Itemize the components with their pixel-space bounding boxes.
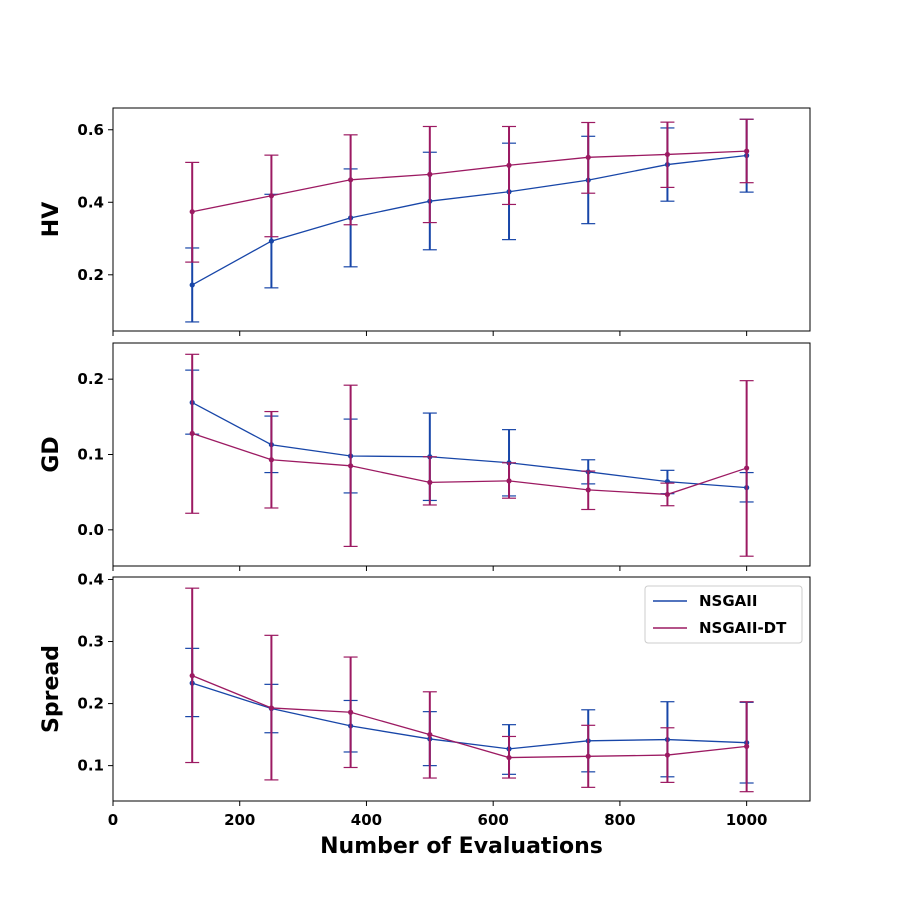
- data-point: [506, 478, 512, 484]
- legend-entry: NSGAII-DT: [699, 619, 787, 637]
- x-axis-label: Number of Evaluations: [320, 834, 603, 859]
- data-point: [348, 463, 354, 469]
- panel-spread: 0.1 0.2 0.3 0.4 0 200 400 600 800 1000 Spread Numbe…: [39, 570, 811, 859]
- data-point: [189, 673, 195, 679]
- x-tick-label: 400: [351, 811, 382, 829]
- y-tick-label: 0.1: [77, 757, 104, 775]
- series-nsgaii-dt: [185, 118, 754, 263]
- data-point: [268, 457, 275, 463]
- y-tick-label: 0.2: [77, 266, 104, 284]
- data-point: [585, 753, 591, 759]
- data-point: [664, 752, 671, 758]
- data-point: [427, 171, 433, 177]
- axes-frame: [112, 107, 811, 332]
- y-tick-label: 0.4: [77, 193, 104, 211]
- series-line: [192, 150, 747, 213]
- legend-entry: NSGAII: [699, 592, 757, 610]
- data-point: [189, 209, 195, 215]
- data-point: [664, 491, 671, 498]
- data-point: [427, 732, 433, 738]
- series-nsgaii-dt: [185, 353, 754, 557]
- axes-frame: [112, 576, 811, 802]
- data-point: [506, 754, 512, 761]
- series-line: [191, 432, 747, 496]
- data-point: [664, 151, 671, 158]
- y-tick-label: 0.6: [77, 121, 104, 139]
- x-tick-label: 1000: [726, 811, 768, 829]
- data-point: [585, 487, 591, 493]
- y-axis-label: GD: [39, 436, 64, 472]
- panel-gd: 0.0 0.1 0.2 GD: [39, 342, 811, 571]
- y-axis-label: Spread: [39, 645, 64, 733]
- y-tick-label: 0.2: [77, 695, 104, 713]
- data-point: [268, 705, 275, 711]
- data-point: [506, 162, 512, 168]
- data-point: [427, 479, 433, 485]
- data-point: [348, 709, 354, 715]
- series-line: [191, 675, 747, 759]
- data-point: [744, 465, 750, 471]
- series-line: [192, 682, 747, 750]
- y-tick-label: 0.1: [77, 446, 104, 464]
- panels: 0.2 0.4 0.6 HV 0.0 0.1 0.2 GD 0.1 0.2 0.3 0.4 0 200 40…: [39, 107, 811, 859]
- data-point: [268, 238, 275, 244]
- x-tick-label: 0: [108, 811, 118, 829]
- data-point: [744, 743, 750, 749]
- y-tick-label: 0.2: [77, 370, 104, 388]
- data-point: [348, 177, 354, 183]
- data-point: [585, 154, 591, 160]
- x-tick-label: 200: [224, 811, 255, 829]
- y-axis-label: HV: [39, 202, 64, 237]
- series-nsgaii-dt: [185, 587, 754, 793]
- y-tick-label: 0.3: [77, 633, 104, 651]
- data-point: [189, 430, 195, 437]
- data-point: [189, 282, 195, 288]
- series-line: [191, 401, 747, 489]
- data-point: [268, 193, 275, 199]
- y-tick-label: 0.0: [77, 521, 104, 539]
- data-point: [744, 148, 750, 154]
- x-tick-label: 800: [604, 811, 635, 829]
- legend-box: [644, 585, 803, 644]
- series-line: [191, 154, 747, 286]
- x-tick-label: 600: [478, 811, 509, 829]
- panel-hv: 0.2 0.4 0.6 HV: [39, 107, 811, 336]
- legend: NSGAII NSGAII-DT: [644, 585, 803, 644]
- y-tick-label: 0.4: [77, 570, 104, 588]
